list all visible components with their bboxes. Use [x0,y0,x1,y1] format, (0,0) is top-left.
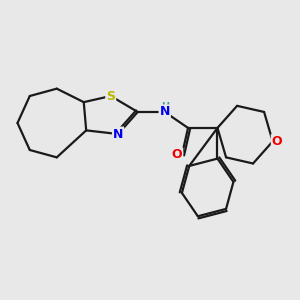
Text: N: N [160,106,170,118]
Text: H: H [161,102,169,112]
Text: O: O [172,148,182,161]
Text: S: S [106,89,115,103]
Text: O: O [272,135,282,148]
Text: N: N [113,128,123,141]
